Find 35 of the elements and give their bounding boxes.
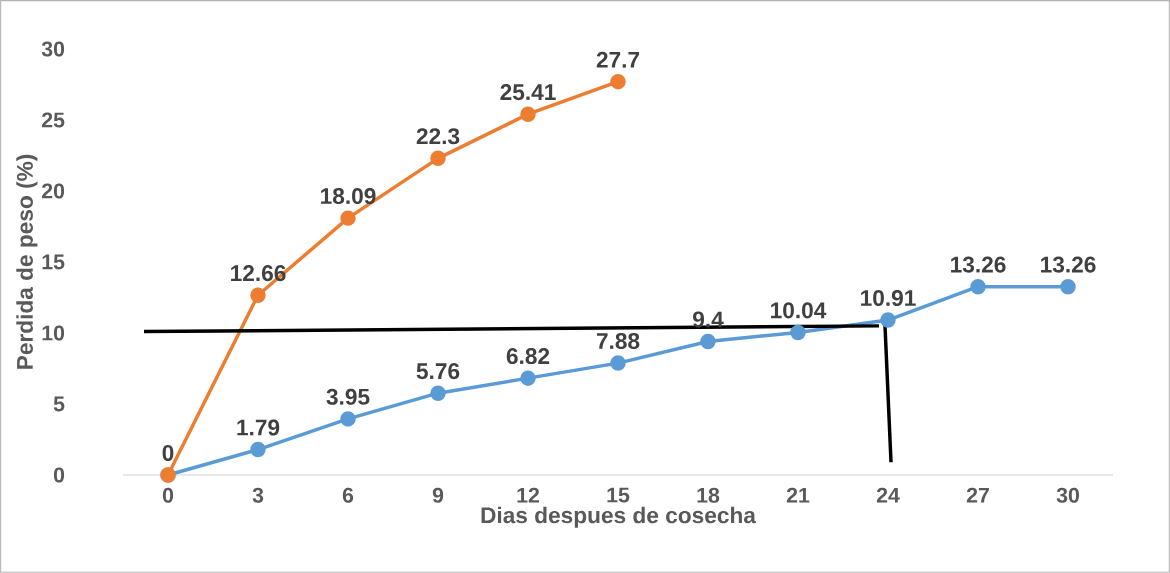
x-tick-label: 18 [697, 487, 720, 503]
y-tick-label: 5 [53, 396, 65, 412]
x-tick-label: 24 [876, 487, 900, 503]
y-tick-label: 0 [53, 467, 65, 483]
y-tick-label: 20 [41, 183, 65, 199]
data-label: 10.91 [861, 289, 916, 307]
data-label: 3.95 [326, 388, 370, 405]
x-tick-label: 3 [252, 487, 264, 503]
x-tick-label: 21 [786, 487, 810, 503]
data-label: 9.4 [693, 311, 724, 328]
data-label: 7.88 [596, 333, 640, 350]
x-tick-label: 30 [1056, 487, 1079, 503]
data-label: 13.26 [951, 256, 1006, 273]
x-tick-label: 27 [966, 487, 989, 503]
y-tick-label: 10 [42, 325, 65, 341]
data-label: 0 [162, 444, 174, 461]
y-tick-label: 25 [41, 112, 65, 128]
data-label: 27.7 [596, 51, 640, 68]
data-label: 25.41 [500, 84, 556, 101]
x-tick-label: 0 [162, 487, 174, 503]
data-label: 13.26 [1041, 256, 1096, 273]
data-label: 10.04 [771, 302, 827, 319]
y-tick-label: 15 [42, 254, 65, 270]
x-tick-label: 9 [432, 487, 444, 503]
x-axis-title: Dias despues de cosecha [481, 506, 757, 528]
data-label: 5.76 [416, 363, 460, 380]
x-tick-label: 6 [342, 487, 354, 503]
data-label: 22.3 [416, 128, 460, 145]
y-tick-label: 30 [41, 41, 65, 57]
y-axis-title: Perdida de peso (%) [16, 154, 38, 369]
data-label: 18.09 [321, 188, 376, 205]
x-tick-label: 15 [607, 487, 630, 503]
data-label: 6.82 [506, 348, 550, 365]
x-tick-label: 12 [517, 487, 539, 503]
data-label: 1.79 [237, 419, 280, 436]
